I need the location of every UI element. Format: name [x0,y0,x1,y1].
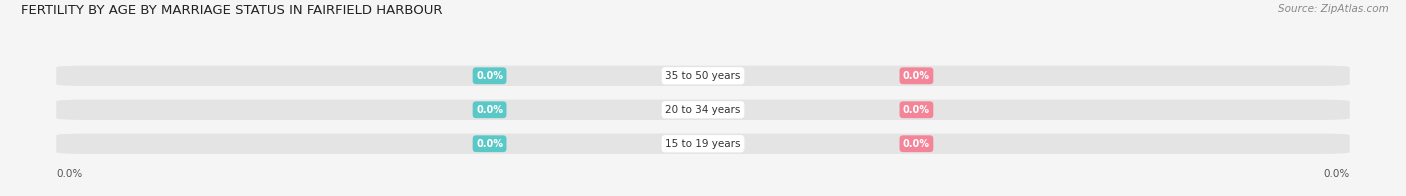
Text: 0.0%: 0.0% [477,139,503,149]
FancyBboxPatch shape [56,133,1350,154]
Text: 0.0%: 0.0% [903,139,929,149]
Text: 20 to 34 years: 20 to 34 years [665,105,741,115]
Text: Source: ZipAtlas.com: Source: ZipAtlas.com [1278,4,1389,14]
Text: 0.0%: 0.0% [1323,169,1350,179]
Text: 0.0%: 0.0% [903,105,929,115]
FancyBboxPatch shape [56,100,1350,120]
Text: 0.0%: 0.0% [477,105,503,115]
Text: 15 to 19 years: 15 to 19 years [665,139,741,149]
Text: 35 to 50 years: 35 to 50 years [665,71,741,81]
Text: FERTILITY BY AGE BY MARRIAGE STATUS IN FAIRFIELD HARBOUR: FERTILITY BY AGE BY MARRIAGE STATUS IN F… [21,4,443,17]
Text: 0.0%: 0.0% [56,169,83,179]
Text: 0.0%: 0.0% [477,71,503,81]
FancyBboxPatch shape [56,66,1350,86]
Text: 0.0%: 0.0% [903,71,929,81]
